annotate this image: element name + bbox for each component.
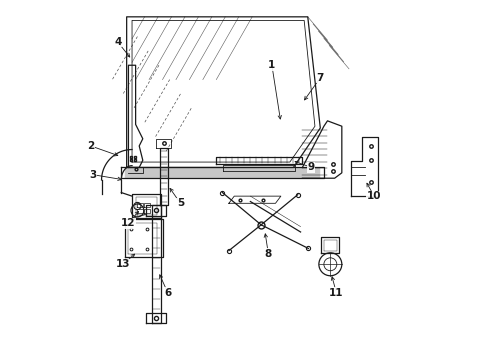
Text: 6: 6	[164, 288, 171, 298]
Text: 11: 11	[329, 288, 343, 298]
Text: 10: 10	[367, 191, 381, 201]
Text: 13: 13	[116, 259, 130, 269]
Text: 5: 5	[177, 198, 184, 208]
Text: 1: 1	[268, 60, 275, 70]
Text: 8: 8	[265, 248, 272, 258]
Text: 2: 2	[87, 141, 95, 151]
Text: 9: 9	[308, 162, 315, 172]
Text: 4: 4	[114, 37, 122, 47]
Text: 12: 12	[121, 218, 136, 228]
Text: 7: 7	[317, 73, 324, 83]
Text: 3: 3	[89, 170, 96, 180]
